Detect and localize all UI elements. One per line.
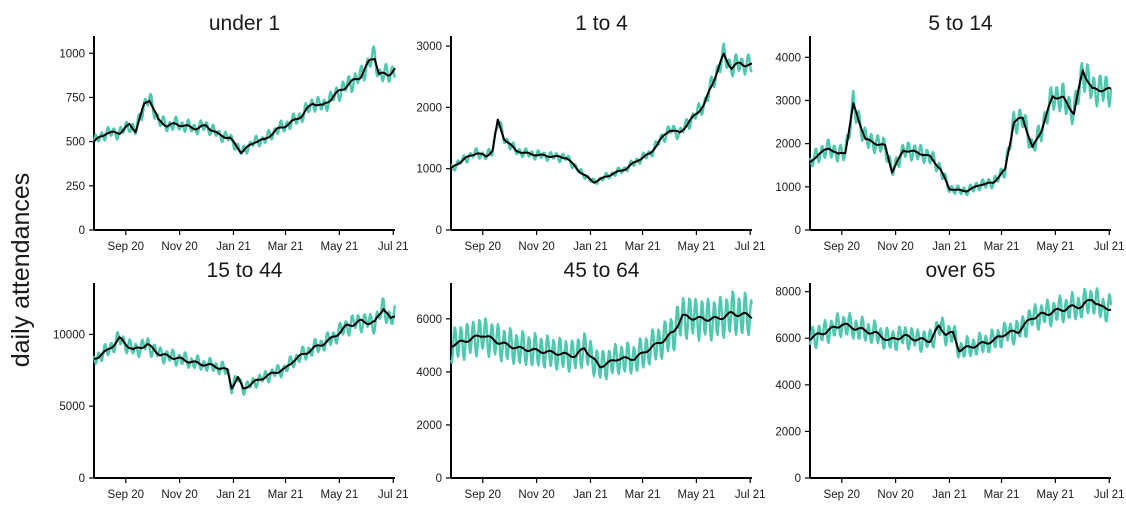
y-tick-label: 0 (436, 473, 442, 485)
y-tick-label: 4000 (416, 367, 442, 379)
x-tick-label: Mar 21 (984, 241, 1020, 253)
y-tick-label: 0 (795, 225, 801, 237)
y-tick-label: 6000 (416, 314, 442, 326)
y-tick-label: 1000 (416, 164, 442, 176)
x-tick-label: May 21 (678, 489, 716, 501)
x-tick-label: May 21 (1037, 489, 1075, 501)
y-tick-label: 500 (66, 137, 85, 149)
x-tick-label: Mar 21 (268, 489, 304, 501)
x-tick-label: Sep 20 (465, 489, 501, 501)
x-tick-label: Jul 21 (735, 241, 766, 253)
x-tick-label: Mar 21 (625, 241, 661, 253)
x-tick-label: May 21 (321, 241, 359, 253)
panel-under-1: under 1 0 250 500 750 1000 Sep 20 Nov 20 Jan 21 M… (59, 12, 408, 253)
x-tick-label: Sep 20 (824, 241, 860, 253)
y-tick-label: 250 (66, 181, 85, 193)
y-tick-label: 8000 (775, 287, 801, 299)
y-tick-label: 2000 (416, 102, 442, 114)
smoothed-series-line (93, 308, 396, 390)
x-tick-label: Jan 21 (216, 489, 251, 501)
x-tick-label: Mar 21 (625, 489, 661, 501)
y-tick-label: 4000 (775, 52, 801, 64)
x-tick-label: Jul 21 (378, 489, 409, 501)
y-tick-label: 5000 (59, 401, 85, 413)
y-tick-label: 3000 (775, 95, 801, 107)
panel-title: 45 to 64 (564, 259, 640, 282)
y-tick-label: 0 (79, 225, 85, 237)
panel-over-65: over 65 0 2000 4000 6000 8000 Sep 20 Nov 20 Jan … (775, 259, 1124, 501)
panel-title: 15 to 44 (207, 259, 283, 282)
x-tick-label: Mar 21 (984, 489, 1020, 501)
panel-15-to-44: 15 to 44 0 5000 10000 Sep 20 Nov 20 Jan 21 Mar … (53, 259, 409, 501)
x-tick-label: Jul 21 (735, 489, 766, 501)
panel-title: 5 to 14 (928, 12, 993, 35)
y-tick-label: 2000 (416, 420, 442, 432)
x-tick-label: Sep 20 (824, 489, 860, 501)
panel-1-to-4: 1 to 4 0 1000 2000 3000 Sep 20 Nov 20 Jan 21 Mar… (416, 12, 765, 253)
x-tick-label: Nov 20 (518, 489, 554, 501)
smoothed-series-line (450, 311, 753, 369)
y-tick-label: 4000 (775, 380, 801, 392)
x-tick-label: Nov 20 (877, 241, 913, 253)
y-tick-label: 0 (436, 225, 442, 237)
smoothed-series-line (450, 52, 753, 184)
daily-series-line (92, 45, 397, 155)
x-tick-label: Sep 20 (108, 489, 144, 501)
daily-series-line (92, 297, 397, 396)
x-tick-label: Mar 21 (268, 241, 304, 253)
panel-title: under 1 (209, 12, 280, 35)
panel-5-to-14: 5 to 14 0 1000 2000 3000 4000 Sep 20 Nov 20 Jan … (775, 12, 1124, 253)
x-tick-label: Sep 20 (108, 241, 144, 253)
x-tick-label: Nov 20 (518, 241, 554, 253)
y-tick-label: 1000 (775, 182, 801, 194)
y-tick-label: 0 (795, 473, 801, 485)
x-tick-label: Jul 21 (1094, 241, 1125, 253)
x-tick-label: Sep 20 (465, 241, 501, 253)
x-tick-label: Nov 20 (877, 489, 913, 501)
panel-title: 1 to 4 (575, 12, 628, 35)
y-tick-label: 0 (79, 473, 85, 485)
daily-series-line (449, 290, 754, 381)
smoothed-series-line (93, 57, 396, 154)
x-tick-label: Nov 20 (161, 241, 197, 253)
daily-series-line (808, 61, 1113, 197)
x-tick-label: Jan 21 (573, 241, 608, 253)
x-tick-label: Jan 21 (573, 489, 608, 501)
x-tick-label: Jan 21 (216, 241, 251, 253)
x-tick-label: May 21 (678, 241, 716, 253)
x-tick-label: May 21 (1037, 241, 1075, 253)
y-tick-label: 2000 (775, 426, 801, 438)
x-tick-label: Nov 20 (161, 489, 197, 501)
y-axis-label: daily attendances (7, 173, 35, 368)
y-tick-label: 3000 (416, 41, 442, 53)
y-tick-label: 750 (66, 92, 85, 104)
panel-45-to-64: 45 to 64 0 2000 4000 6000 Sep 20 Nov 20 Jan 21 M… (416, 259, 765, 501)
panel-title: over 65 (925, 259, 995, 282)
daily-series-line (450, 42, 753, 185)
x-tick-label: Jul 21 (1094, 489, 1125, 501)
daily-series-line (808, 287, 1113, 359)
x-tick-label: Jul 21 (378, 241, 409, 253)
x-tick-label: Jan 21 (932, 489, 967, 501)
y-tick-label: 6000 (775, 333, 801, 345)
y-tick-label: 2000 (775, 139, 801, 151)
y-tick-label: 10000 (53, 329, 85, 341)
x-tick-label: Jan 21 (932, 241, 967, 253)
smoothed-series-line (809, 299, 1112, 353)
x-tick-label: May 21 (321, 489, 359, 501)
y-tick-label: 1000 (59, 48, 85, 60)
smoothed-series-line (809, 69, 1112, 193)
